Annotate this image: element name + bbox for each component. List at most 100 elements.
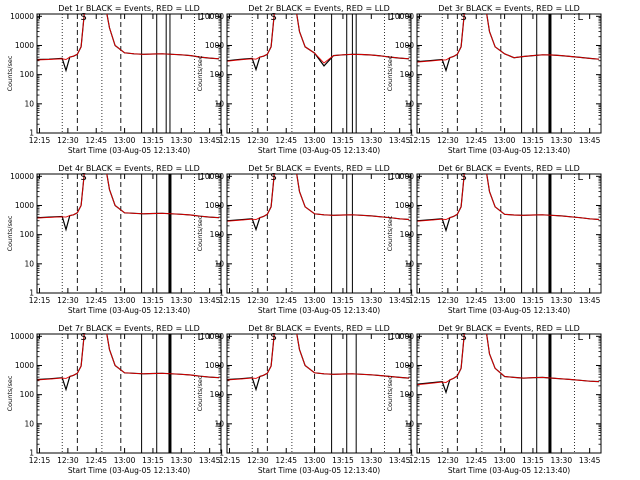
annotation-S: S: [270, 12, 276, 23]
annotation-L: L: [578, 12, 584, 23]
events-series-line: [37, 334, 220, 392]
x-tick-label: 12:45: [85, 136, 107, 145]
series-group: [417, 14, 600, 73]
x-tick-label: 13:45: [199, 296, 221, 305]
x-tick-label: 13:30: [170, 456, 192, 465]
x-tick-label: 13:30: [550, 296, 572, 305]
panel-title: Det 9r BLACK = Events, RED = LLD: [438, 324, 580, 333]
x-tick-label: 13:15: [332, 136, 354, 145]
x-tick-label: 13:00: [114, 296, 136, 305]
events-series-line: [417, 174, 600, 233]
panel-title: Det 6r BLACK = Events, RED = LLD: [438, 164, 580, 173]
x-axis-label: Start Time (03-Aug-05 12:13:40): [258, 466, 380, 475]
annotation-S: S: [270, 332, 276, 343]
x-tick-label: 13:00: [114, 456, 136, 465]
y-tick-label: 1: [29, 289, 34, 298]
y-tick-label: 1: [409, 129, 414, 138]
series-group: [227, 334, 410, 392]
panel-7: 1 10 100 1000 10000 12:15 12:30 12:45 13:00 13:15…: [6, 324, 222, 475]
x-tick-label: 13:00: [494, 296, 516, 305]
lld-series-line: [227, 14, 410, 64]
y-tick-label: 10: [24, 419, 34, 428]
x-tick-label: 13:00: [114, 136, 136, 145]
x-tick-label: 12:15: [409, 136, 431, 145]
x-tick-label: 13:15: [332, 456, 354, 465]
series-group: [37, 334, 220, 392]
y-tick-label: 1: [219, 129, 224, 138]
lld-series-line: [417, 174, 600, 222]
y-axis-label: Counts/sec: [196, 375, 204, 411]
x-axis-label: Start Time (03-Aug-05 12:13:40): [448, 466, 570, 475]
x-tick-label: 13:15: [142, 136, 164, 145]
x-axis-label: Start Time (03-Aug-05 12:13:40): [68, 466, 190, 475]
panel-title: Det 2r BLACK = Events, RED = LLD: [248, 4, 390, 13]
lld-series-line: [227, 334, 410, 381]
x-tick-label: 13:45: [389, 296, 411, 305]
x-tick-label: 13:15: [522, 296, 544, 305]
x-tick-label: 12:45: [465, 296, 487, 305]
y-tick-label: 100: [20, 390, 35, 399]
annotation-S: S: [460, 172, 466, 183]
series-group: [417, 174, 600, 233]
x-tick-label: 12:15: [409, 456, 431, 465]
annotation-L: L: [198, 12, 204, 23]
x-tick-label: 13:00: [304, 296, 326, 305]
x-tick-label: 13:30: [170, 296, 192, 305]
y-tick-label: 10000: [200, 172, 224, 181]
x-tick-label: 13:45: [199, 136, 221, 145]
annotation-L: L: [578, 332, 584, 343]
annotation-L: L: [388, 172, 394, 183]
x-tick-label: 13:30: [360, 136, 382, 145]
y-axis-label: Counts/sec: [386, 215, 394, 251]
lld-series-line: [37, 174, 220, 219]
x-tick-label: 12:30: [57, 136, 79, 145]
x-axis-label: Start Time (03-Aug-05 12:13:40): [448, 306, 570, 315]
plot-frame: [36, 13, 222, 134]
y-axis-label: Counts/sec: [196, 55, 204, 91]
annotation-S: S: [80, 12, 86, 23]
x-tick-label: 13:00: [494, 456, 516, 465]
annotation-S: S: [270, 172, 276, 183]
plot-frame: [416, 173, 602, 294]
y-tick-label: 1: [409, 289, 414, 298]
x-tick-label: 13:00: [304, 456, 326, 465]
y-tick-label: 100: [400, 230, 415, 239]
events-series-line: [227, 14, 410, 72]
x-tick-label: 12:45: [85, 296, 107, 305]
y-tick-label: 1: [219, 449, 224, 458]
panel-8: 1 10 100 1000 10000 12:15 12:30 12:45 13:00 13:15…: [196, 324, 412, 475]
lld-series-line: [37, 334, 220, 381]
y-tick-label: 10: [404, 259, 414, 268]
y-tick-label: 1000: [205, 201, 224, 210]
lld-series-line: [227, 174, 410, 222]
x-axis-label: Start Time (03-Aug-05 12:13:40): [68, 306, 190, 315]
x-tick-label: 12:15: [219, 296, 241, 305]
events-series-line: [37, 174, 220, 232]
plot-frame: [36, 173, 222, 294]
x-tick-label: 12:30: [57, 296, 79, 305]
y-tick-label: 10: [24, 99, 34, 108]
x-axis-label: Start Time (03-Aug-05 12:13:40): [258, 306, 380, 315]
x-tick-label: 12:15: [29, 456, 51, 465]
y-tick-label: 10: [214, 419, 224, 428]
y-tick-label: 1: [29, 449, 34, 458]
lld-series-line: [417, 334, 600, 386]
y-tick-label: 1: [29, 129, 34, 138]
x-axis-label: Start Time (03-Aug-05 12:13:40): [258, 146, 380, 155]
x-tick-label: 13:45: [199, 456, 221, 465]
y-tick-label: 10000: [390, 172, 414, 181]
panel-title: Det 1r BLACK = Events, RED = LLD: [58, 4, 200, 13]
x-tick-label: 12:45: [465, 456, 487, 465]
annotation-S: S: [80, 172, 86, 183]
series-group: [37, 14, 220, 73]
x-tick-label: 12:30: [437, 456, 459, 465]
y-tick-label: 10: [214, 259, 224, 268]
annotation-L: L: [578, 172, 584, 183]
x-tick-label: 12:30: [57, 456, 79, 465]
series-group: [37, 174, 220, 232]
y-tick-label: 10000: [200, 12, 224, 21]
y-tick-label: 1: [219, 289, 224, 298]
x-tick-label: 12:15: [219, 136, 241, 145]
x-tick-label: 13:30: [550, 136, 572, 145]
